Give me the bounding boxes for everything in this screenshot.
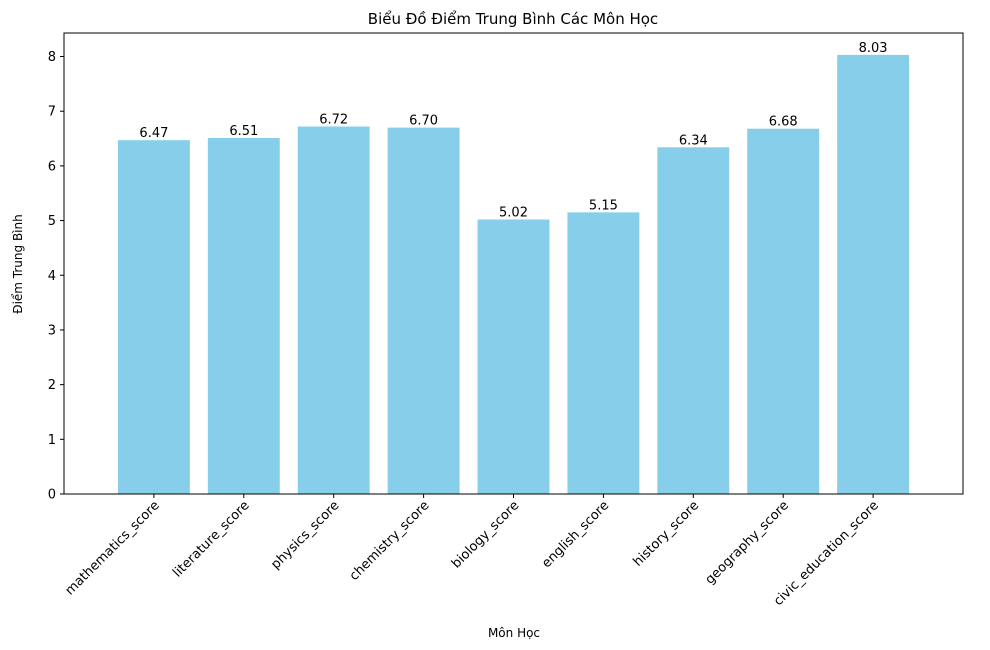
value-labels-group: 6.47 6.51 6.72 6.70 5.02 5.15 6.34 6.68 8.03	[139, 41, 887, 221]
y-tick-label-4: 4	[48, 269, 56, 284]
y-axis-ticks: 0 1 2 3 4 5 6 7 8	[48, 50, 64, 503]
bar-biology_score	[477, 219, 550, 494]
bar-civic_education_score	[837, 54, 910, 494]
x-tick-label-civic_education_score: civic_education_score	[771, 498, 882, 609]
bars-group	[117, 54, 910, 495]
y-tick-label-3: 3	[48, 323, 56, 338]
y-tick-label-7: 7	[48, 105, 56, 120]
bar-english_score	[567, 212, 640, 494]
y-tick-label-2: 2	[48, 378, 56, 393]
value-label-geography_score: 6.68	[769, 115, 798, 130]
value-label-chemistry_score: 6.70	[409, 114, 438, 129]
x-axis-label: Môn Học	[488, 626, 540, 640]
chart-title: Biểu Đồ Điểm Trung Bình Các Môn Học	[368, 10, 658, 28]
value-label-literature_score: 6.51	[229, 124, 258, 139]
bar-mathematics_score	[117, 140, 190, 494]
x-tick-label-chemistry_score: chemistry_score	[347, 498, 433, 584]
value-label-history_score: 6.34	[679, 133, 708, 148]
x-tick-label-biology_score: biology_score	[449, 498, 522, 571]
bar-literature_score	[207, 137, 280, 494]
value-label-biology_score: 5.02	[499, 205, 528, 220]
bar-geography_score	[747, 128, 820, 494]
bar-chemistry_score	[387, 127, 460, 494]
y-tick-label-8: 8	[48, 50, 56, 65]
x-axis-ticks: mathematics_score literature_score physics…	[63, 494, 882, 609]
plot-frame	[63, 32, 964, 495]
x-tick-label-geography_score: geography_score	[703, 498, 792, 587]
x-tick-label-mathematics_score: mathematics_score	[63, 498, 163, 598]
y-tick-label-5: 5	[48, 214, 56, 229]
y-axis-label: Điểm Trung Bình	[11, 214, 25, 313]
bar-history_score	[657, 147, 730, 494]
value-label-english_score: 5.15	[589, 198, 618, 213]
y-tick-label-0: 0	[48, 488, 56, 503]
value-label-civic_education_score: 8.03	[859, 41, 888, 56]
value-label-mathematics_score: 6.47	[139, 126, 168, 141]
x-tick-label-literature_score: literature_score	[170, 498, 252, 580]
value-label-physics_score: 6.72	[319, 113, 348, 128]
x-tick-label-physics_score: physics_score	[268, 498, 342, 572]
y-tick-label-1: 1	[48, 433, 56, 448]
x-tick-label-history_score: history_score	[631, 498, 703, 570]
x-tick-label-english_score: english_score	[539, 498, 612, 571]
bar-physics_score	[297, 126, 370, 495]
y-tick-label-6: 6	[48, 159, 56, 174]
